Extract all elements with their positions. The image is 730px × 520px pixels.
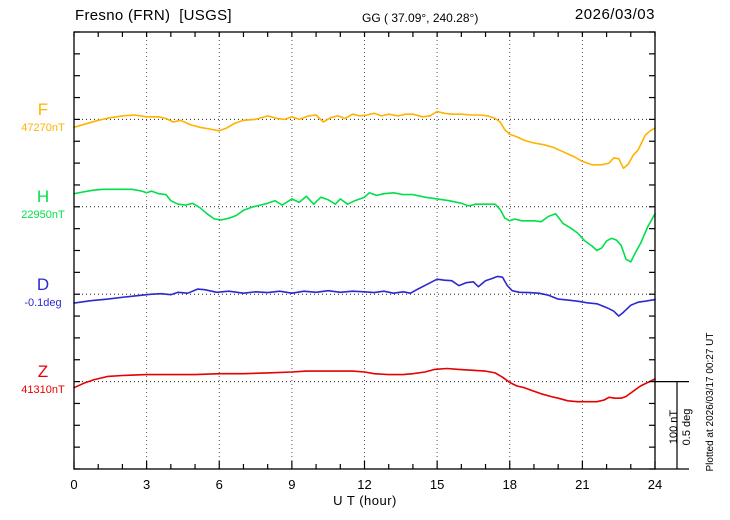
trace-letter-Z: Z <box>37 362 49 381</box>
x-tick-label-9: 9 <box>288 477 296 492</box>
trace-letter-H: H <box>36 187 50 206</box>
x-axis-title: U T (hour) <box>333 493 397 508</box>
trace-baseline-Z: 41310nT <box>21 384 65 396</box>
x-tick-label-18: 18 <box>502 477 517 492</box>
observation-date: 2026/03/03 <box>574 6 655 23</box>
plotted-at-timestamp: Plotted at 2026/03/17 00:27 UT <box>705 332 716 472</box>
axis-ticks <box>73 31 656 470</box>
trace-D <box>73 275 656 317</box>
scale-bar-label: 100 nT 0.5 deg <box>668 392 698 462</box>
x-tick-label-24: 24 <box>647 477 663 492</box>
trace-baseline-H: 22950nT <box>21 209 65 221</box>
x-tick-label-21: 21 <box>575 477 590 492</box>
trace-letter-F: F <box>37 100 49 119</box>
x-axis-tick-labels: 0 3 6 9 12 15 18 21 24 <box>0 477 730 493</box>
trace-curves <box>73 110 656 403</box>
grid-lines <box>146 32 583 469</box>
trace-letter-D: D <box>36 275 50 294</box>
x-tick-label-0: 0 <box>70 477 78 492</box>
trace-H <box>73 188 656 263</box>
x-tick-label-3: 3 <box>143 477 151 492</box>
trace-Z <box>73 367 656 403</box>
trace-baseline-D: -0.1deg <box>24 297 62 309</box>
scale-bar-bracket <box>655 381 689 470</box>
trace-label-D: D -0.1deg <box>14 276 72 310</box>
trace-label-F: F 47270nT <box>14 101 72 135</box>
trace-F <box>73 110 656 170</box>
scale-bar-deg: 0.5 deg <box>681 408 693 446</box>
geographic-coordinates: GG ( 37.09°, 240.28°) <box>362 11 479 25</box>
scale-bar-nt: 100 nT <box>668 409 680 445</box>
station-title: Fresno (FRN) [USGS] <box>75 7 232 24</box>
x-tick-label-15: 15 <box>429 477 445 492</box>
trace-baseline-F: 47270nT <box>21 122 65 134</box>
x-tick-label-12: 12 <box>357 477 372 492</box>
trace-label-H: H 22950nT <box>14 188 72 222</box>
plot-frame <box>73 31 656 470</box>
x-tick-label-6: 6 <box>215 477 223 492</box>
trace-baselines <box>74 118 655 383</box>
trace-label-Z: Z 41310nT <box>14 363 72 397</box>
